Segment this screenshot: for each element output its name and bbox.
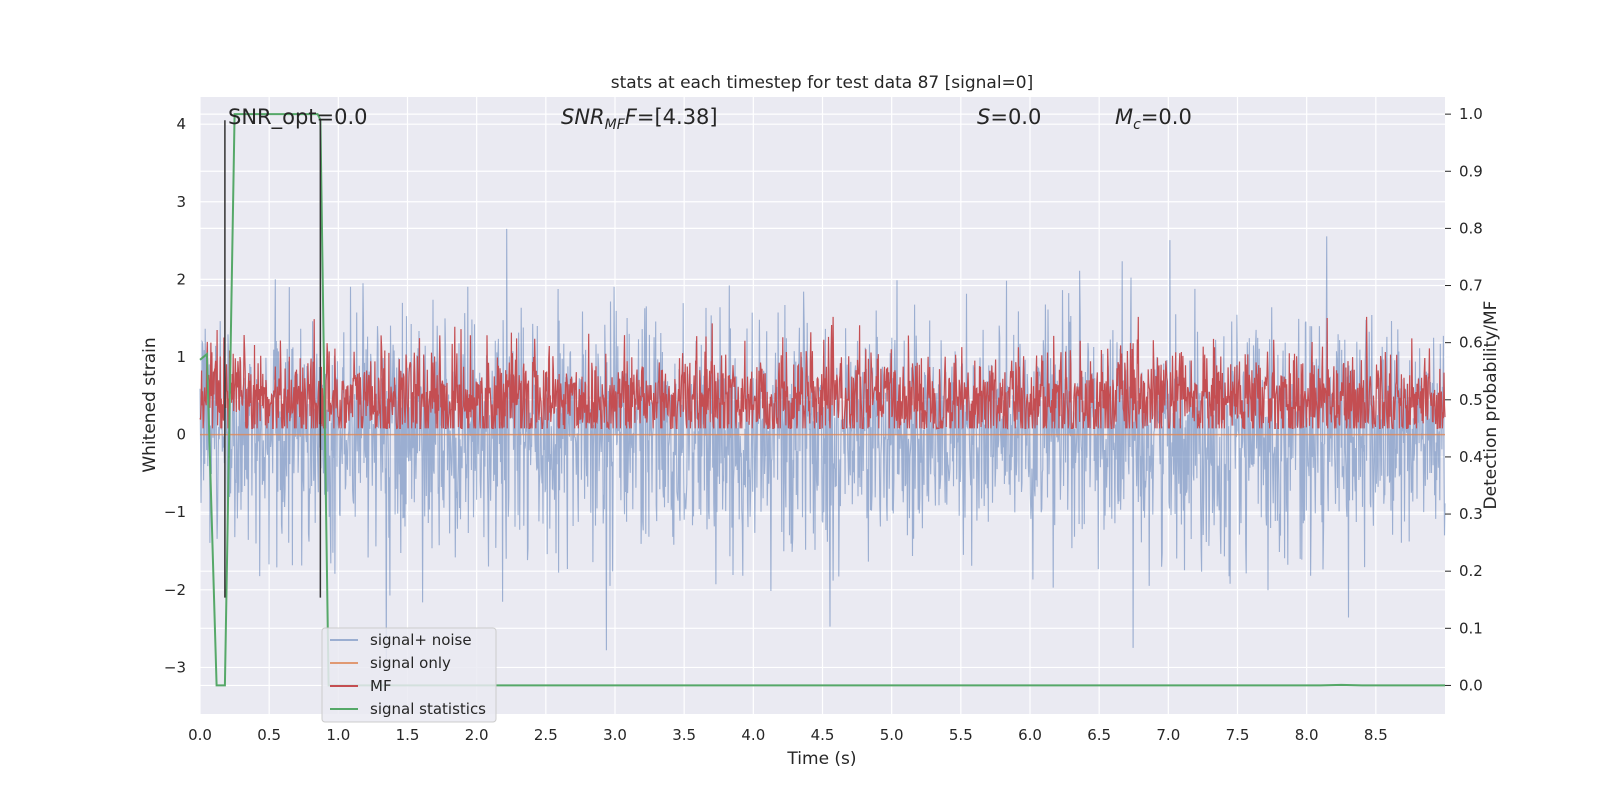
- x-tick-label: 3.5: [672, 726, 696, 744]
- x-tick-label: 8.5: [1364, 726, 1388, 744]
- annotation-snr-opt-value: =0.0: [317, 105, 368, 129]
- x-tick-label: 7.0: [1156, 726, 1180, 744]
- x-tick-label: 0.5: [257, 726, 281, 744]
- annotation-mc-label: M: [1115, 105, 1133, 129]
- y-tick-label-right: 0.1: [1459, 619, 1483, 637]
- x-tick-label: 6.5: [1087, 726, 1111, 744]
- y-tick-label-right: 1.0: [1459, 105, 1483, 123]
- series-signal-statistics: [199, 113, 1445, 687]
- y-axis-label-right: Detection probability/MF: [1481, 301, 1501, 510]
- x-tick-label: 2.0: [465, 726, 489, 744]
- y-tick-label-right: 0.9: [1459, 162, 1483, 180]
- y-tick-label: 1: [176, 348, 186, 366]
- y-tick-label-right: 0.2: [1459, 562, 1483, 580]
- y-tick-label-right: 0.3: [1459, 505, 1483, 523]
- series-mf: [199, 316, 1446, 431]
- annotation-snr-mf: SNRMFF=[4.38]: [561, 105, 718, 133]
- annotation-snr-opt-label: SNR_opt: [228, 105, 317, 130]
- x-tick-label: 1.5: [396, 726, 420, 744]
- y-tick-label: −2: [164, 581, 186, 599]
- y-tick-label-right: 0.0: [1459, 676, 1483, 694]
- x-tick-label: 5.5: [949, 726, 973, 744]
- x-tick-label: 0.0: [188, 726, 212, 744]
- x-axis-label: Time (s): [786, 749, 856, 769]
- y-axis-label: Whitened strain: [140, 337, 160, 472]
- y-tick-label: 3: [176, 193, 186, 211]
- y-tick-label-right: 0.4: [1459, 448, 1483, 466]
- y-tick-label: −3: [164, 658, 186, 676]
- y-tick-label-right: 0.6: [1459, 334, 1483, 352]
- legend-label-mf: MF: [370, 677, 392, 695]
- y-tick-label-right: 0.5: [1459, 391, 1483, 409]
- x-tick-label: 4.0: [741, 726, 765, 744]
- y-tick-label: −1: [164, 503, 186, 521]
- legend: signal+ noise signal only MF signal stat…: [321, 627, 497, 723]
- x-tick-label: 2.5: [534, 726, 558, 744]
- annotation-s: S=0.0: [977, 105, 1041, 129]
- x-tick-label: 3.0: [603, 726, 627, 744]
- legend-label-signal-only: signal only: [370, 654, 451, 672]
- x-tick-label: 7.5: [1226, 726, 1250, 744]
- annotation-mc: Mc=0.0: [1115, 105, 1192, 133]
- legend-label-signal-statistics: signal statistics: [370, 700, 486, 718]
- x-tick-label: 5.0: [880, 726, 904, 744]
- y-tick-label: 0: [176, 426, 186, 444]
- annotation-snr-mf-sub: MF: [605, 117, 626, 133]
- annotation-snr-mf-label: SNR: [561, 105, 605, 129]
- annotation-snr-mf-suffix: F: [625, 105, 638, 129]
- x-tick-label: 6.0: [1018, 726, 1042, 744]
- annotation-s-value: =0.0: [990, 105, 1041, 129]
- y-tick-label: 2: [176, 270, 186, 288]
- x-tick-label: 1.0: [326, 726, 350, 744]
- annotation-snr-mf-value: =[4.38]: [637, 105, 718, 129]
- annotation-s-label: S: [977, 105, 990, 129]
- x-tick-label: 4.5: [811, 726, 835, 744]
- annotation-snr-opt: SNR_opt=0.0: [228, 105, 368, 130]
- legend-box: [321, 627, 497, 723]
- y-tick-label-right: 0.7: [1459, 277, 1483, 295]
- ticks: 0.0 0.5 1.0 1.5 2.0 2.5 3.0 3.5 4.0 4.5 5.0 5.5 6.0 6…: [164, 105, 1483, 744]
- annotation-mc-sub: c: [1133, 117, 1141, 133]
- chart-title: stats at each timestep for test data 87 …: [611, 73, 1034, 93]
- vertical-markers: [224, 120, 322, 598]
- legend-label-signal-noise: signal+ noise: [370, 631, 472, 649]
- annotations: SNR_opt=0.0 SNRMFF=[4.38] S=0.0 Mc=0.0: [228, 105, 1192, 133]
- y-tick-label: 4: [176, 115, 186, 133]
- series-layer: [199, 113, 1446, 687]
- x-tick-label: 8.0: [1295, 726, 1319, 744]
- y-tick-label-right: 0.8: [1459, 219, 1483, 237]
- annotation-mc-value: =0.0: [1141, 105, 1192, 129]
